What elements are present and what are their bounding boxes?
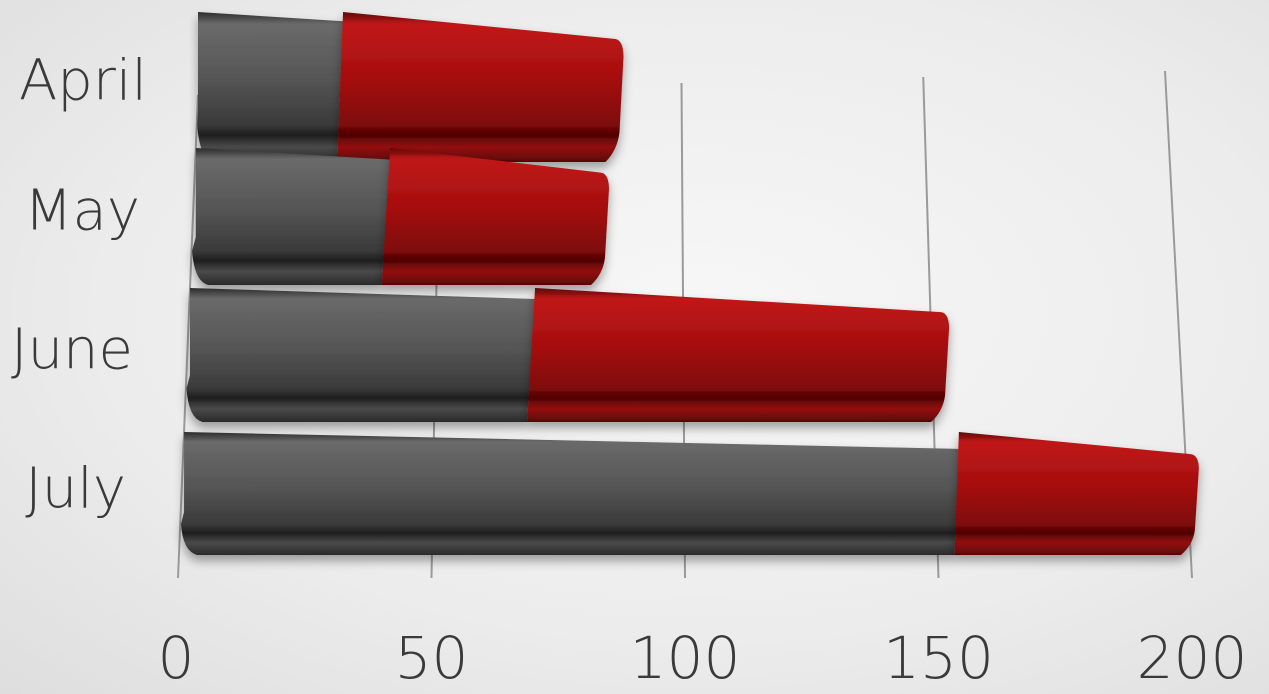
bar-segment-may-0 <box>192 148 391 285</box>
bar-segment-april-0 <box>197 12 344 162</box>
gridline <box>177 94 199 579</box>
category-label-april: April <box>19 49 147 114</box>
bar-segment-july-0 <box>180 432 959 555</box>
bar-segment-april-1 <box>337 12 624 162</box>
category-label-july: July <box>25 456 126 521</box>
x-tick-label: 50 <box>395 624 469 692</box>
x-tick-label: 200 <box>1137 624 1248 692</box>
bar-segment-june-1 <box>527 288 950 422</box>
x-tick-label: 0 <box>158 624 195 692</box>
x-tick-label: 100 <box>630 624 741 692</box>
x-tick-label: 150 <box>883 624 994 692</box>
category-label-may: May <box>24 179 140 244</box>
bar-segment-june-0 <box>186 288 536 422</box>
bar-segment-july-1 <box>954 432 1199 555</box>
category-label-june: June <box>11 317 133 382</box>
labels-layer: 0 50 100 150 200 April May June July <box>11 49 1247 693</box>
bar-segment-may-1 <box>381 148 609 285</box>
bars-layer <box>180 12 1199 555</box>
